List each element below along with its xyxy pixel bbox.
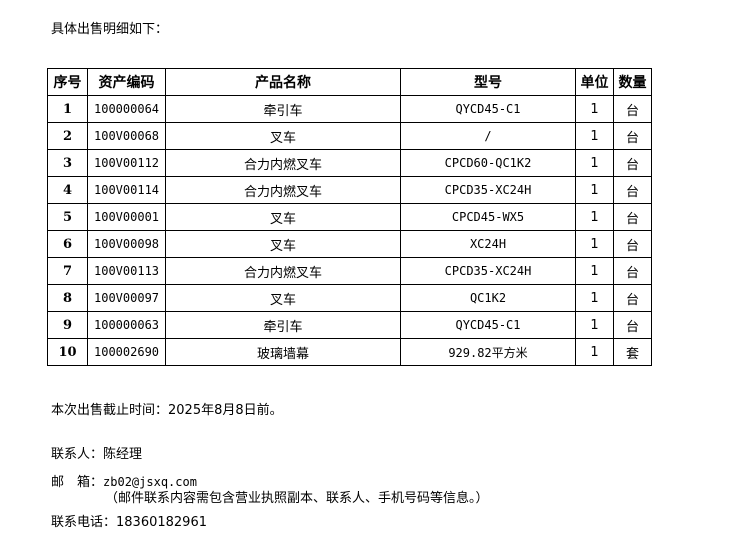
cell-model: CPCD45-WX5 [400,203,576,231]
cell-no: 1 [47,95,88,123]
table-row: 10 100002690 玻璃墙幕 929.82平方米 1 套 [47,338,652,366]
cell-no: 5 [47,203,88,231]
cell-product-name: 牵引车 [165,95,401,123]
cell-quantity: 套 [613,338,652,366]
cell-product-name: 叉车 [165,122,401,150]
cell-asset-code: 100002690 [87,338,166,366]
cell-product-name: 合力内燃叉车 [165,176,401,204]
cell-quantity: 台 [613,176,652,204]
cell-product-name: 合力内燃叉车 [165,149,401,177]
cell-quantity: 台 [613,284,652,312]
email-label: 邮 箱： [51,475,104,490]
col-header-model: 型号 [400,68,576,96]
cell-model: CPCD35-XC24H [400,176,576,204]
email-address[interactable]: zb02@jsxq.com [103,475,197,489]
cell-quantity: 台 [613,149,652,177]
cell-product-name: 叉车 [165,230,401,258]
cell-no: 6 [47,230,88,258]
intro-text: 具体出售明细如下： [51,22,169,37]
cell-unit: 1 [575,311,614,339]
cell-product-name: 叉车 [165,203,401,231]
cell-quantity: 台 [613,257,652,285]
cell-asset-code: 100V00097 [87,284,166,312]
table-row: 1 100000064 牵引车 QYCD45-C1 1 台 [47,95,652,123]
cell-model: QYCD45-C1 [400,95,576,123]
cell-unit: 1 [575,338,614,366]
contact-phone: 联系电话：18360182961 [51,515,207,530]
cell-product-name: 叉车 [165,284,401,312]
table-row: 6 100V00098 叉车 XC24H 1 台 [47,230,652,258]
cell-asset-code: 100000064 [87,95,166,123]
cell-unit: 1 [575,149,614,177]
cell-asset-code: 100000063 [87,311,166,339]
cell-unit: 1 [575,95,614,123]
email-line: 邮 箱：zb02@jsxq.com [51,471,197,490]
table-row: 8 100V00097 叉车 QC1K2 1 台 [47,284,652,312]
cell-product-name: 牵引车 [165,311,401,339]
cell-model: CPCD35-XC24H [400,257,576,285]
cell-no: 4 [47,176,88,204]
cell-quantity: 台 [613,95,652,123]
cell-asset-code: 100V00068 [87,122,166,150]
col-header-unit: 单位 [575,68,614,96]
cell-asset-code: 100V00112 [87,149,166,177]
col-header-product-name: 产品名称 [165,68,401,96]
contact-person: 联系人：陈经理 [51,447,143,462]
cell-quantity: 台 [613,203,652,231]
table-row: 4 100V00114 合力内燃叉车 CPCD35-XC24H 1 台 [47,176,652,204]
cell-model: XC24H [400,230,576,258]
cell-no: 3 [47,149,88,177]
cell-unit: 1 [575,284,614,312]
sale-details-table: 序号 资产编码 产品名称 型号 单位 数量 1 100000064 牵引车 QYCD4… [47,68,652,366]
cell-unit: 1 [575,230,614,258]
col-header-no: 序号 [47,68,88,96]
table-row: 3 100V00112 合力内燃叉车 CPCD60-QC1K2 1 台 [47,149,652,177]
cell-product-name: 玻璃墙幕 [165,338,401,366]
col-header-quantity: 数量 [613,68,652,96]
cell-no: 10 [47,338,88,366]
cell-quantity: 台 [613,230,652,258]
table-header-row: 序号 资产编码 产品名称 型号 单位 数量 [47,68,652,96]
cell-no: 9 [47,311,88,339]
cell-unit: 1 [575,122,614,150]
deadline-text: 本次出售截止时间：2025年8月8日前。 [51,403,283,418]
cell-unit: 1 [575,257,614,285]
cell-no: 7 [47,257,88,285]
cell-no: 2 [47,122,88,150]
cell-no: 8 [47,284,88,312]
cell-model: 929.82平方米 [400,338,576,366]
cell-asset-code: 100V00113 [87,257,166,285]
cell-unit: 1 [575,203,614,231]
cell-asset-code: 100V00098 [87,230,166,258]
cell-model: QYCD45-C1 [400,311,576,339]
cell-unit: 1 [575,176,614,204]
cell-model: QC1K2 [400,284,576,312]
table-row: 5 100V00001 叉车 CPCD45-WX5 1 台 [47,203,652,231]
cell-model: / [400,122,576,150]
table-row: 9 100000063 牵引车 QYCD45-C1 1 台 [47,311,652,339]
table-row: 2 100V00068 叉车/1 台 [47,122,652,150]
col-header-asset-code: 资产编码 [87,68,166,96]
cell-model: CPCD60-QC1K2 [400,149,576,177]
cell-quantity: 台 [613,122,652,150]
email-note: （邮件联系内容需包含营业执照副本、联系人、手机号码等信息。） [105,491,489,506]
cell-product-name: 合力内燃叉车 [165,257,401,285]
table-row: 7 100V00113 合力内燃叉车 CPCD35-XC24H 1 台 [47,257,652,285]
cell-quantity: 台 [613,311,652,339]
cell-asset-code: 100V00114 [87,176,166,204]
cell-asset-code: 100V00001 [87,203,166,231]
